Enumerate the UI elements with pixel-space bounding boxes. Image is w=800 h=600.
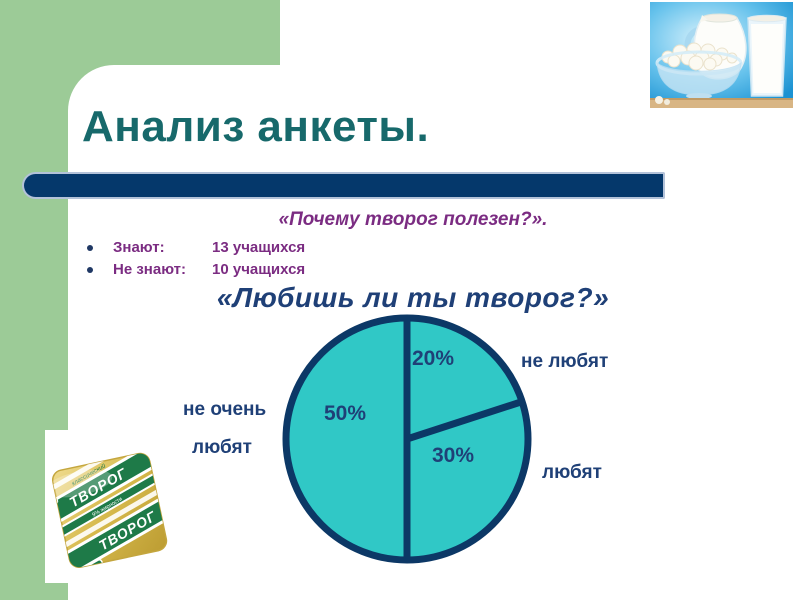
bullet-know-label: Знают:: [113, 239, 165, 256]
question-subtitle: «Почему творог полезен?».: [278, 209, 548, 230]
bullet-dont-know: Не знают: 10 учащихся: [87, 261, 305, 278]
cottage-cheese-bowl-icon: [655, 42, 743, 99]
pie-chart-svg: [282, 314, 532, 564]
pie-label-ne-ochen: не очень: [183, 399, 267, 420]
bullet-dont-know-value: 10 учащихся: [212, 261, 306, 278]
dairy-photo-svg: [650, 2, 793, 108]
table-surface: [650, 96, 793, 108]
bullet-dont-know-label: Не знают:: [113, 261, 186, 278]
pie-label-ne-lyubyat: не любят: [521, 351, 609, 372]
pie-chart: [276, 308, 538, 570]
dairy-photo: [650, 2, 793, 108]
chart-title: «Любишь ли ты творог?»: [216, 282, 610, 313]
pie-label-lyubyat: любят: [542, 462, 602, 483]
pie-value-lyubyat: 30%: [432, 444, 475, 467]
cottage-cheese-package-photo: классический ТВОРОГ 9% жирности ТВОРОГ: [45, 430, 173, 583]
package-svg: классический ТВОРОГ 9% жирности ТВОРОГ: [50, 451, 169, 570]
milk-glass-icon: [747, 14, 787, 97]
bullet-icon: [87, 266, 93, 273]
bullet-icon: [87, 244, 93, 251]
pie-label-ne-ochen-lyubyat: любят: [192, 437, 252, 458]
bullet-know: Знают: 13 учащихся: [87, 239, 305, 256]
pie-slice-lines: [403, 318, 524, 560]
pie-value-ne-lyubyat: 20%: [412, 347, 455, 370]
slide-title: Анализ анкеты.: [82, 102, 430, 151]
bullet-know-value: 13 учащихся: [212, 239, 306, 256]
title-divider-bar: [22, 172, 665, 199]
pie-value-ne-ochen-lyubyat: 50%: [324, 402, 367, 425]
